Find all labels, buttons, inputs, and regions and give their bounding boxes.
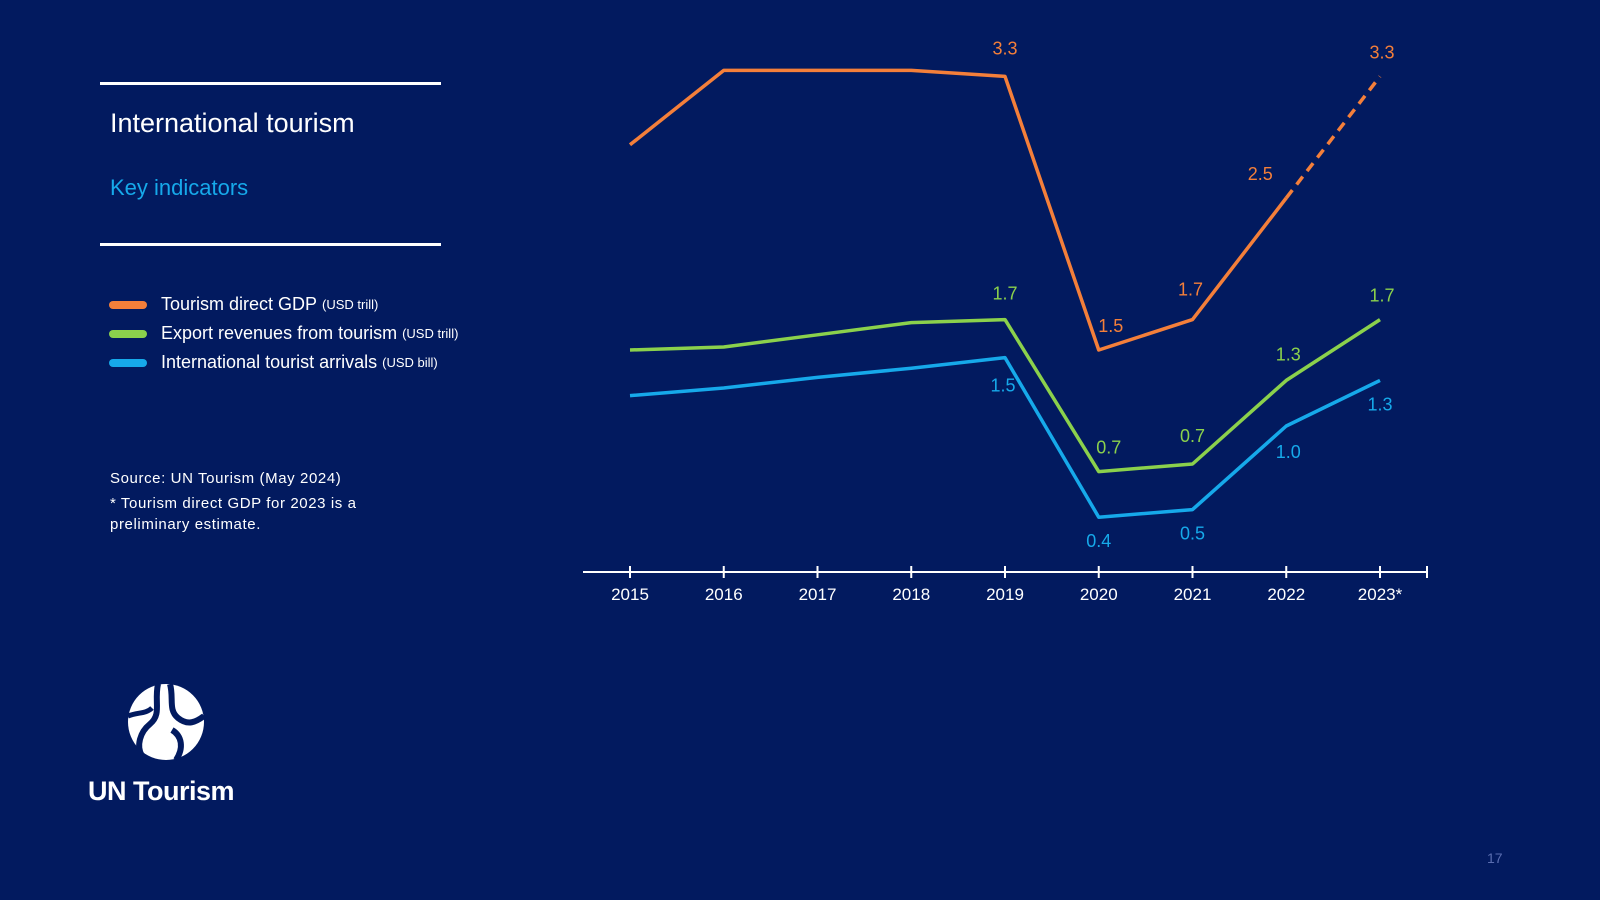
x-tick-label: 2021 [1174, 585, 1212, 604]
x-tick-label: 2019 [986, 585, 1024, 604]
data-label: 1.3 [1367, 394, 1392, 414]
x-tick-label: 2020 [1080, 585, 1118, 604]
x-tick-label: 2017 [799, 585, 837, 604]
legend-label: International tourist arrivals [161, 352, 378, 372]
x-tick-label: 2015 [611, 585, 649, 604]
x-tick-label: 2022 [1267, 585, 1305, 604]
data-label: 0.7 [1180, 426, 1205, 446]
data-label: 3.3 [992, 38, 1017, 58]
data-label: 1.7 [992, 284, 1017, 304]
un-tourism-logo-icon [127, 683, 206, 762]
data-label: 1.7 [1178, 280, 1203, 300]
data-label: 0.5 [1180, 524, 1205, 544]
legend-unit: (USD bill) [382, 355, 438, 370]
data-label: 3.3 [1369, 42, 1394, 62]
x-tick-label: 2016 [705, 585, 743, 604]
footnote: * Tourism direct GDP for 2023 is a preli… [110, 495, 357, 533]
data-label: 0.4 [1086, 531, 1111, 551]
data-label: 1.0 [1276, 442, 1301, 462]
data-label: 1.5 [990, 376, 1015, 396]
legend-label: Export revenues from tourism [161, 323, 398, 343]
top-rule [100, 82, 441, 85]
series-line [629, 317, 1381, 474]
series-line [628, 68, 1288, 352]
data-label: 2.5 [1248, 164, 1273, 184]
legend-swatch-exports [109, 329, 147, 338]
series-line-dashed [1284, 75, 1382, 200]
legend-item-arrivals: International tourist arrivals (USD bill… [109, 348, 458, 377]
legend-unit: (USD trill) [402, 326, 459, 341]
legend-swatch-gdp [109, 300, 147, 309]
logo-text: UN Tourism [88, 776, 235, 806]
data-label: 1.5 [1098, 316, 1123, 336]
data-label: 1.3 [1276, 344, 1301, 364]
x-tick-label: 2023* [1358, 585, 1403, 604]
source-note: Source: UN Tourism (May 2024) [110, 470, 342, 487]
legend-item-gdp: Tourism direct GDP (USD trill) [109, 290, 458, 319]
legend-item-exports: Export revenues from tourism (USD trill) [109, 319, 458, 348]
page-title: International tourism [110, 108, 355, 138]
legend-label: Tourism direct GDP [161, 294, 318, 314]
chart-legend: Tourism direct GDP (USD trill) Export re… [109, 290, 458, 377]
series-line [629, 355, 1381, 519]
bottom-rule [100, 243, 441, 246]
legend-swatch-arrivals [109, 358, 147, 367]
legend-unit: (USD trill) [322, 297, 379, 312]
data-label: 0.7 [1096, 438, 1121, 458]
page-number: 17 [1487, 850, 1503, 866]
x-tick-label: 2018 [892, 585, 930, 604]
data-label: 1.7 [1369, 286, 1394, 306]
page-subtitle: Key indicators [110, 175, 249, 200]
